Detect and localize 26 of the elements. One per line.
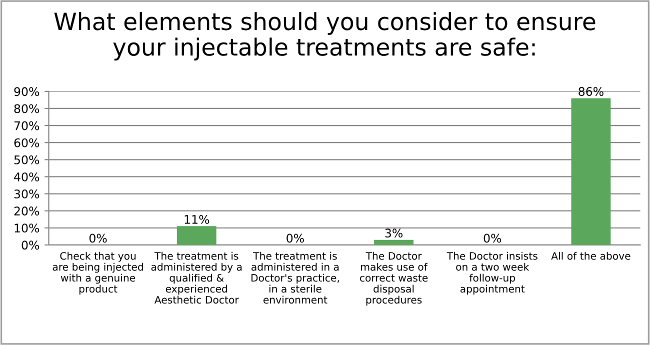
y-tick-label: 80% [14,104,40,114]
data-label: 3% [385,228,403,238]
x-tick-label: Check that you are being injected with a genuine product [52,252,143,295]
y-tick-label: 0% [22,240,40,250]
x-tick-label: The treatment is administered by a qualified & experienced Aesthetic Doctor [151,252,242,304]
bar [571,98,611,245]
y-tick-label: 90% [14,87,40,96]
data-label: 0% [286,234,304,243]
y-tick-label: 60% [14,138,40,148]
x-tick-label: The Doctor makes use of correct waste disposal procedures [360,252,428,306]
data-label: 86% [578,87,604,96]
x-tick-label: All of the above [551,252,630,260]
chart-title: What elements should you consider to ensure your injectable treatments are safe: [54,12,596,60]
y-tick-label: 10% [14,224,40,233]
x-tick-label: The treatment is administered in a Doctor's practice, in a sterile environment [251,252,339,304]
x-tick-label: The Doctor insists on a two week follow-up appointment [446,252,538,295]
data-label: 0% [89,234,107,243]
data-label: 11% [184,214,210,224]
bar [374,240,414,245]
y-tick-label: 30% [14,190,40,198]
y-tick-label: 70% [14,121,40,130]
y-tick-label: 50% [14,155,40,164]
bar [176,226,216,245]
y-tick-label: 20% [14,206,40,216]
y-tick-label: 40% [14,172,40,182]
data-label: 0% [484,234,502,243]
